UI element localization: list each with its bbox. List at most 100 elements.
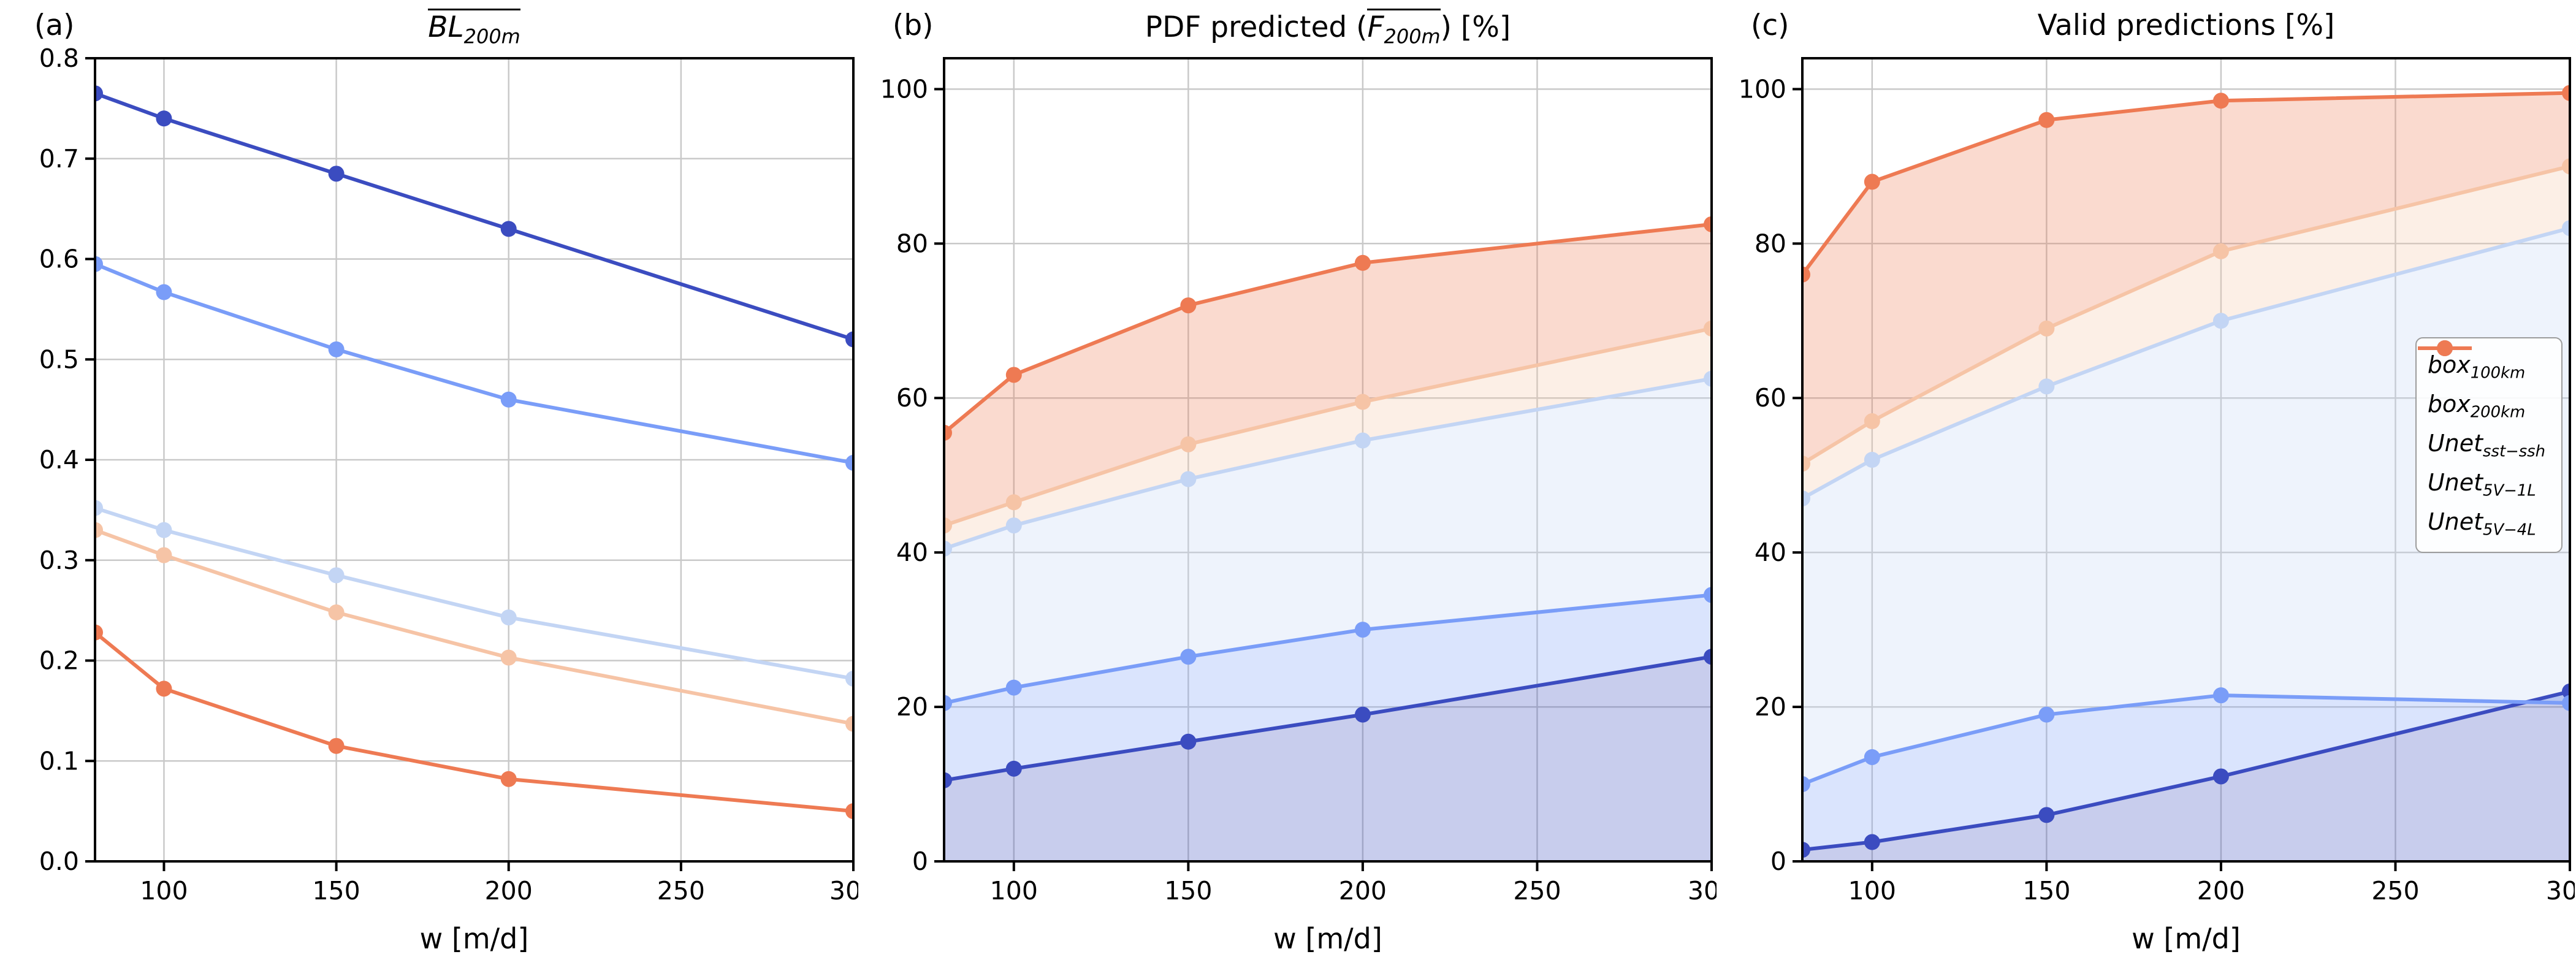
marker-unet_5v_1l [1864,413,1880,430]
series-unet_5v_4l [1802,85,2570,283]
title-pre: PDF predicted ( [1145,10,1368,44]
marker-box_200km [1802,776,1810,793]
marker-unet_5v_4l [944,424,952,441]
marker-unet_5v_1l [944,517,952,534]
marker-box_200km [944,695,952,711]
panel-a: (a) BL200m 100 150 200 250 300 0.0 0.1 0.2 0.3 0.… [0,0,858,976]
marker-unet_5v_4l [1704,216,1712,232]
series-unet_sst_ssh [944,370,1712,557]
marker-unet_5v_4l [2212,93,2229,109]
x-axis-label: w [m/d] [420,922,529,955]
marker-unet_5v_4l [845,803,853,820]
y-tick-label: 40 [1755,538,1786,567]
marker-unet_sst_ssh [845,670,853,687]
marker-unet_5v_1l [156,547,172,563]
legend-item-unet_5v_1l[interactable]: Unet5V−1L [2417,340,2545,504]
marker-unet_sst_ssh [500,609,517,626]
y-tick-label: 80 [1755,229,1786,258]
legend-item-box_200km[interactable]: box200km [2417,340,2545,425]
marker-unet_sst_ssh [1704,370,1712,387]
x-tick-label: 100 [140,876,188,905]
y-tick-label: 100 [880,74,928,104]
legend-item-unet_sst_ssh[interactable]: Unetsst−ssh [2417,340,2545,465]
x-tick-label: 300 [2546,876,2575,905]
fill-unet_sst_ssh [944,378,1712,703]
marker-unet_5v_4l [500,771,517,787]
marker-box_100km [500,221,517,237]
y-tick-label: 0.8 [39,44,79,73]
y-tick-label: 60 [896,383,928,413]
panel-b-label: (b) [893,9,934,42]
title-over-sub: 200m [463,25,520,48]
y-tick-label: 20 [896,692,928,722]
legend-label-unet_5v_4l: Unet5V−4L [2427,508,2536,539]
marker-unet_5v_1l [328,604,345,620]
marker-box_100km [1354,706,1371,723]
marker-unet_5v_4l [1354,254,1371,271]
marker-box_100km [845,331,853,348]
fill-box_100km [1802,691,2570,861]
panel-a-label: (a) [34,9,75,42]
y-tick-label: 0.6 [39,245,79,274]
marker-box_100km [1704,649,1712,665]
fill-unet_5v_4l [944,224,1712,526]
marker-unet_5v_4l [1864,173,1880,190]
y-tick-label: 0 [1770,847,1786,876]
plot-area [95,85,853,820]
series-unet_5v_1l [944,320,1712,534]
marker-unet_5v_4l [2038,112,2055,128]
marker-box_200km [1005,679,1022,696]
marker-box_100km [156,110,172,127]
axes: 100 150 200 250 300 0.0 0.1 0.2 0.3 0.4 0.5 0.6 0.7 0… [39,44,858,955]
marker-box_200km [328,341,345,357]
x-tick-label: 300 [1688,876,1717,905]
panel-c-label: (c) [1751,9,1789,42]
marker-unet_5v_1l [95,522,103,538]
marker-unet_5v_1l [1704,320,1712,337]
marker-box_200km [95,256,103,272]
marker-box_200km [1704,587,1712,603]
legend-label-unet_5v_1l: Unet5V−1L [2427,468,2536,500]
plot-area [1802,85,2570,861]
marker-unet_5v_4l [156,681,172,697]
legend-label-box_100km: box100km [2427,351,2526,383]
marker-unet_5v_1l [845,715,853,732]
x-tick-label: 250 [657,876,705,905]
marker-unet_5v_1l [1180,436,1197,452]
marker-box_200km [2212,687,2229,704]
panel-c-chart: 100 150 200 250 300 0 20 40 60 80 100 w [m/d] [1739,57,2575,955]
y-tick-label: 80 [896,229,928,258]
marker-unet_sst_ssh [1354,432,1371,449]
x-tick-label: 150 [312,876,360,905]
x-tick-label: 200 [2197,876,2245,905]
legend-item-unet_5v_4l[interactable]: Unet5V−4L [2417,340,2545,543]
series-box_200km [95,256,853,471]
marker-unet_5v_1l [1354,394,1371,410]
x-tick-label: 200 [1339,876,1387,905]
marker-unet_5v_1l [500,649,517,666]
fill-unet_5v_1l [944,328,1712,549]
title-overline: F200m [1367,9,1441,47]
x-axis-label: w [m/d] [2132,922,2241,955]
y-tick-label: 40 [896,538,928,567]
marker-unet_sst_ssh [328,567,345,584]
plot-border [943,57,1713,863]
marker-unet_5v_4l [328,738,345,754]
y-tick-label: 0 [912,847,928,876]
x-tick-label: 100 [1848,876,1896,905]
x-tick-label: 100 [990,876,1038,905]
marker-unet_sst_ssh [95,500,103,516]
line-box_100km [95,91,853,341]
marker-unet_5v_4l [1180,297,1197,314]
line-unet_sst_ssh [95,506,853,681]
marker-box_200km [156,284,172,300]
marker-box_200km [500,391,517,408]
x-tick-label: 300 [829,876,858,905]
y-tick-label: 0.3 [39,546,79,575]
y-tick-label: 0.1 [39,746,79,776]
marker-unet_sst_ssh [2562,220,2570,237]
marker-box_100km [1005,760,1022,777]
panel-c: (c) Valid predictions [%] 100 150 200 250 30… [1717,0,2576,976]
marker-unet_5v_1l [2038,320,2055,337]
